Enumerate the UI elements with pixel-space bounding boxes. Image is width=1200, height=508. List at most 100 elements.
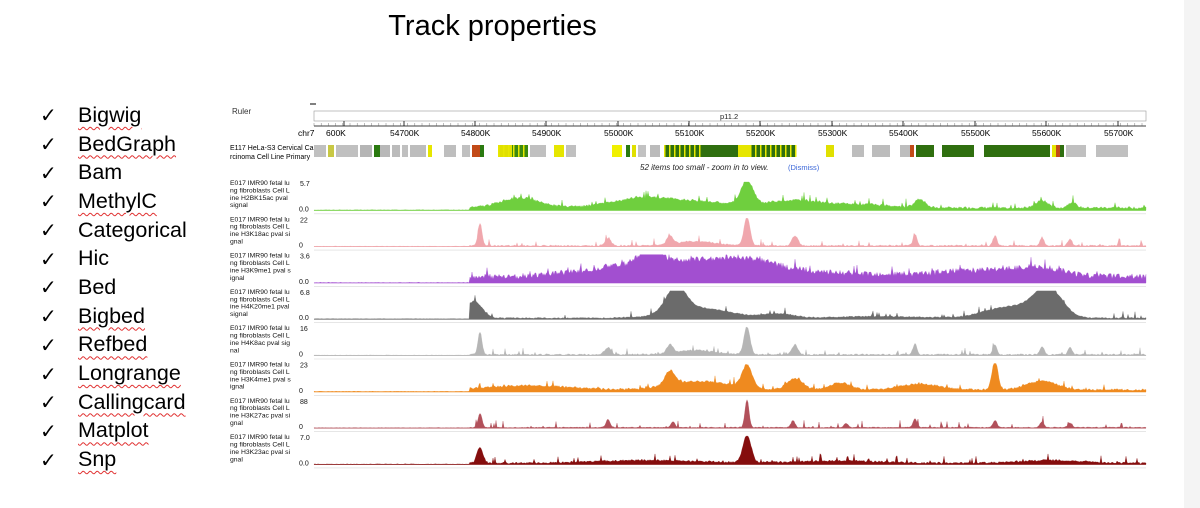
categorical-segment	[910, 145, 914, 157]
track-type-label: Categorical	[78, 217, 187, 242]
ruler-label: Ruler	[232, 107, 251, 116]
track-label: ine H4K8ac pval sig	[230, 340, 290, 347]
categorical-segment	[328, 145, 334, 157]
categorical-stripe	[699, 145, 701, 157]
band-label: p11.2	[720, 112, 738, 121]
categorical-segment	[336, 145, 358, 157]
track-label: ine H3K18ac pval si	[230, 231, 291, 238]
categorical-segment	[738, 145, 750, 157]
categorical-segment	[380, 145, 390, 157]
track-type-label: Bed	[78, 274, 117, 299]
categorical-segment	[626, 145, 630, 157]
categorical-stripe	[790, 145, 792, 157]
track-type-item: ✓ Refbed	[40, 331, 187, 360]
categorical-segment	[480, 145, 484, 157]
track-type-label: BedGraph	[78, 131, 177, 156]
checkmark-icon: ✓	[40, 132, 57, 157]
categorical-segment	[852, 145, 864, 157]
slide-title: Track properties	[388, 10, 597, 42]
categorical-segment	[444, 145, 456, 157]
track-type-item: ✓ Bed	[40, 273, 187, 302]
track-type-item: ✓ Hic	[40, 244, 187, 273]
track-label: ignal	[230, 275, 245, 282]
track-label: E017 IMR90 fetal lu	[230, 180, 290, 187]
categorical-stripe	[679, 145, 681, 157]
checkmark-icon: ✓	[40, 246, 57, 271]
slide-edge	[1184, 0, 1200, 508]
track-label: ng fibroblasts Cell L	[230, 260, 290, 267]
genome-browser-panel: Ruler p11.2 chr7 600K 54700K 54800K 54900K 5500…	[230, 98, 1148, 478]
categorical-segment	[984, 145, 1050, 157]
categorical-label: rcinoma Cell Line Primary	[230, 154, 311, 161]
checkmark-icon: ✓	[40, 218, 57, 243]
track-type-label: Refbed	[78, 332, 148, 357]
track-min-label: 0	[299, 424, 303, 431]
track-label: ine H3K27ac pval si	[230, 413, 291, 420]
chromosome-ideogram	[313, 110, 1147, 122]
track-type-item: ✓ Snp	[40, 445, 187, 474]
categorical-segment	[1096, 145, 1128, 157]
categorical-stripe	[518, 145, 520, 157]
categorical-stripe	[523, 145, 525, 157]
categorical-segment	[1052, 145, 1056, 157]
categorical-segment	[872, 145, 890, 157]
track-type-item: ✓ Callingcard	[40, 388, 187, 417]
categorical-segment	[554, 145, 564, 157]
checkmark-icon: ✓	[40, 447, 57, 472]
signal-track-plot	[313, 363, 1147, 392]
categorical-segment	[530, 145, 546, 157]
categorical-stripe	[508, 145, 510, 157]
categorical-stripe	[513, 145, 515, 157]
checkmark-icon: ✓	[40, 361, 57, 386]
track-label: nal	[230, 347, 240, 354]
track-type-label: Longrange	[78, 361, 181, 386]
track-label: E017 IMR90 fetal lu	[230, 434, 290, 441]
signal-track-plot	[313, 290, 1147, 320]
track-type-label: Matplot	[78, 418, 149, 443]
categorical-stripe	[669, 145, 671, 157]
categorical-stripe	[750, 145, 752, 157]
categorical-segment	[1066, 145, 1086, 157]
chrom-label: chr7	[298, 128, 315, 138]
categorical-segment	[750, 145, 796, 157]
track-type-label: Snp	[78, 447, 117, 472]
signal-track-plot	[313, 435, 1147, 465]
coord-tick-label: 55200K	[746, 128, 776, 138]
categorical-stripe	[498, 145, 500, 157]
categorical-stripe	[674, 145, 676, 157]
signal-track-plot	[313, 181, 1147, 211]
coord-tick-label: 55600K	[1032, 128, 1062, 138]
categorical-segment	[612, 145, 622, 157]
track-max-label: 88	[300, 399, 308, 406]
track-label: ng fibroblasts Cell L	[230, 224, 290, 231]
dismiss-link[interactable]: (Dismiss)	[788, 163, 820, 172]
categorical-stripe	[770, 145, 772, 157]
categorical-stripe	[795, 145, 797, 157]
categorical-segment	[632, 145, 636, 157]
track-type-item: ✓ Bigbed	[40, 302, 187, 331]
categorical-stripe	[694, 145, 696, 157]
categorical-segment	[900, 145, 910, 157]
categorical-stripe	[755, 145, 757, 157]
categorical-stripe	[664, 145, 666, 157]
track-max-label: 22	[300, 217, 308, 224]
track-label: E017 IMR90 fetal lu	[230, 289, 290, 296]
track-label: ng fibroblasts Cell L	[230, 442, 290, 449]
track-max-label: 7.0	[300, 435, 310, 442]
track-label: ine H3K4me1 pval s	[230, 376, 291, 383]
track-type-label: Bam	[78, 160, 123, 185]
coord-tick-label: 55700K	[1104, 128, 1134, 138]
genome-browser-svg: Ruler p11.2 chr7 600K 54700K 54800K 54900K 5500…	[230, 103, 1147, 469]
track-type-label: MethylC	[78, 188, 157, 213]
categorical-segment	[472, 145, 480, 157]
track-min-label: 0.0	[299, 315, 309, 322]
track-label: ng fibroblasts Cell L	[230, 333, 290, 340]
coord-tick-label: 55500K	[961, 128, 991, 138]
categorical-stripe	[785, 145, 787, 157]
track-label: signal	[230, 311, 248, 318]
signal-track-plot	[313, 218, 1147, 247]
coord-tick-label: 600K	[326, 128, 346, 138]
coord-tick-label: 55300K	[818, 128, 848, 138]
track-min-label: 0	[299, 243, 303, 250]
categorical-segment	[826, 145, 834, 157]
